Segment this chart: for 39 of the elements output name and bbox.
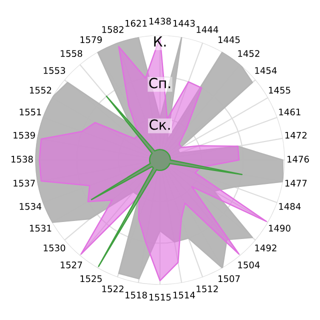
spoke-label: 1438 [150, 18, 171, 25]
spoke-label: 1452 [238, 50, 260, 57]
spoke-label: 1504 [238, 262, 260, 268]
spoke-label: 1582 [102, 26, 124, 33]
spoke-label: 1525 [80, 275, 102, 282]
spoke-label: 1527 [60, 262, 82, 268]
spoke-label: 1484 [279, 202, 301, 210]
spoke-label: 1514 [173, 292, 195, 299]
spoke-label: 1522 [102, 285, 124, 292]
spoke-label: 1621 [126, 20, 147, 27]
spoke-label: 1444 [196, 26, 218, 33]
spoke-label: 1530 [44, 244, 66, 252]
spoke-label: 1455 [269, 86, 290, 94]
spoke-label: 1538 [12, 156, 33, 163]
y-tick-label: К. [154, 36, 166, 47]
spoke-label: 1534 [20, 202, 42, 210]
spoke-label: 1443 [173, 20, 195, 27]
spoke-label: 1492 [255, 244, 276, 252]
spoke-label: 1454 [255, 67, 277, 74]
spoke-label: 1445 [218, 36, 240, 44]
y-tick-label: Сп. [149, 78, 170, 88]
spoke-label: 1551 [20, 108, 41, 116]
spoke-label: 1518 [126, 292, 147, 299]
spoke-label: 1579 [80, 36, 102, 44]
spoke-label: 1512 [196, 285, 218, 292]
spoke-label: 1553 [44, 67, 66, 74]
spoke-label: 1539 [14, 132, 35, 139]
spoke-label: 1461 [279, 108, 300, 116]
spoke-label: 1490 [269, 224, 290, 232]
spoke-label: 1477 [285, 180, 307, 186]
spoke-label: 1472 [285, 132, 306, 139]
spoke-label: 1537 [14, 180, 35, 187]
spoke-label: 1531 [30, 224, 52, 232]
spoke-label: 1515 [150, 294, 171, 301]
spoke-label: 1507 [218, 275, 240, 282]
spoke-label: 1558 [60, 50, 82, 57]
spoke-label: 1476 [288, 156, 309, 163]
y-tick-label: Ск. [150, 119, 170, 130]
spoke-label: 1552 [30, 86, 52, 94]
